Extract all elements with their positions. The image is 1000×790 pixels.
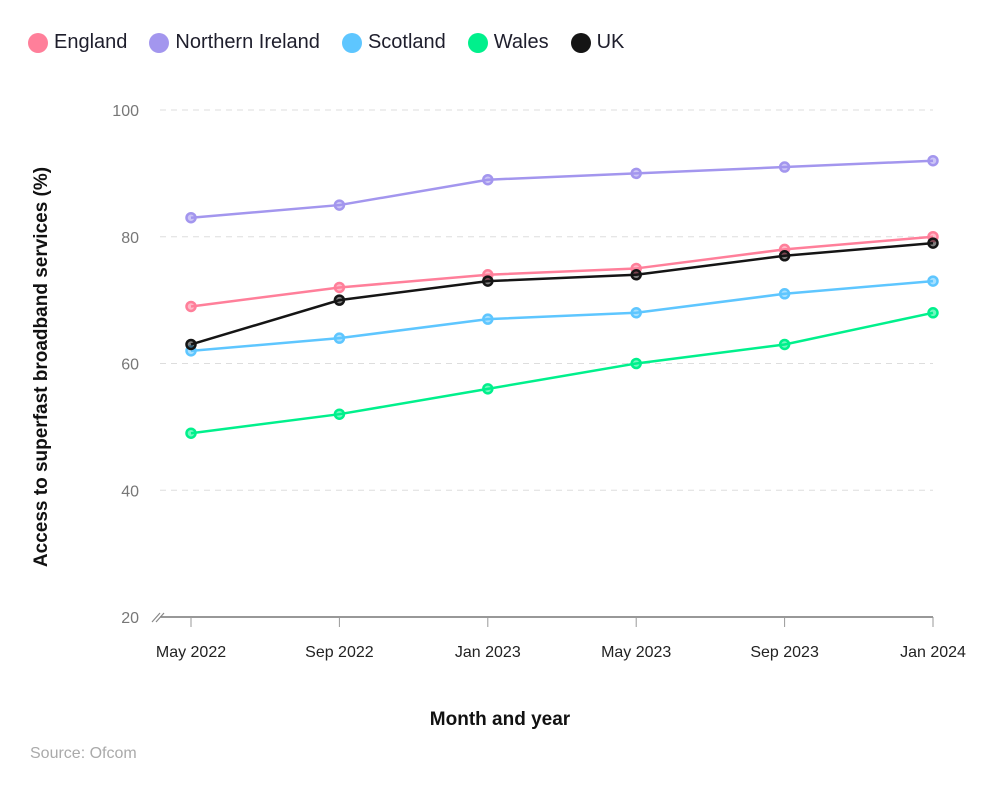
series-line-uk bbox=[190, 241, 934, 346]
data-point bbox=[482, 313, 494, 325]
y-tick-label: 100 bbox=[112, 103, 139, 120]
data-point bbox=[333, 332, 346, 344]
x-tick-label: Sep 2023 bbox=[750, 644, 819, 661]
legend-swatch bbox=[28, 32, 48, 53]
data-point bbox=[333, 408, 346, 420]
legend-item[interactable]: Wales bbox=[467, 31, 549, 54]
legend-label: Scotland bbox=[367, 31, 446, 53]
x-tick-label: May 2023 bbox=[601, 644, 671, 661]
legend-item[interactable]: UK bbox=[570, 31, 625, 54]
axis-break-mark bbox=[151, 612, 165, 623]
y-tick-label: 60 bbox=[121, 357, 139, 374]
legend-swatch bbox=[467, 32, 488, 53]
legend-swatch bbox=[341, 32, 362, 53]
data-point bbox=[185, 300, 197, 313]
data-point bbox=[630, 269, 642, 281]
y-tick-label: 40 bbox=[121, 483, 139, 500]
data-point bbox=[482, 383, 494, 395]
data-point bbox=[927, 307, 939, 319]
data-point bbox=[185, 211, 197, 224]
x-tick-label: Jan 2024 bbox=[900, 644, 966, 661]
legend-item[interactable]: Scotland bbox=[341, 31, 446, 54]
data-point bbox=[927, 237, 939, 249]
data-point bbox=[778, 338, 791, 351]
legend-item[interactable]: England bbox=[28, 31, 127, 54]
data-point bbox=[482, 275, 494, 287]
data-point bbox=[778, 288, 791, 300]
series-line-wales bbox=[190, 311, 934, 435]
legend-label: Northern Ireland bbox=[175, 31, 320, 53]
data-point bbox=[482, 173, 494, 186]
legend-swatch bbox=[149, 32, 170, 53]
legend-label: UK bbox=[596, 31, 625, 53]
legend-swatch bbox=[570, 32, 591, 53]
series-line-england bbox=[190, 235, 934, 308]
series-line-northern-ireland bbox=[190, 159, 934, 219]
data-point bbox=[630, 357, 642, 370]
data-point bbox=[630, 307, 642, 319]
data-point bbox=[185, 427, 197, 439]
data-point bbox=[778, 161, 791, 173]
data-point bbox=[333, 199, 346, 211]
data-point bbox=[927, 154, 939, 167]
source-note: Source: Ofcom bbox=[30, 745, 137, 762]
series-line-scotland bbox=[190, 279, 934, 353]
data-point bbox=[333, 281, 346, 294]
data-point bbox=[778, 250, 791, 262]
legend: England Northern Ireland Scotland Wales UK bbox=[28, 31, 624, 54]
legend-label: England bbox=[54, 31, 128, 53]
x-tick-label: Sep 2022 bbox=[305, 644, 374, 661]
x-axis-title: Month and year bbox=[430, 709, 571, 730]
data-point bbox=[630, 167, 642, 180]
x-tick-label: Jan 2023 bbox=[455, 644, 521, 661]
data-point bbox=[927, 275, 939, 287]
y-tick-label: 80 bbox=[121, 230, 139, 247]
y-tick-label: 20 bbox=[121, 610, 139, 627]
y-axis-title: Access to superfast broadband services (… bbox=[31, 167, 52, 567]
legend-item[interactable]: Northern Ireland bbox=[149, 31, 320, 54]
legend-label: Wales bbox=[493, 31, 549, 53]
data-point bbox=[185, 338, 197, 351]
data-point bbox=[333, 294, 346, 306]
x-tick-label: May 2022 bbox=[156, 644, 226, 661]
